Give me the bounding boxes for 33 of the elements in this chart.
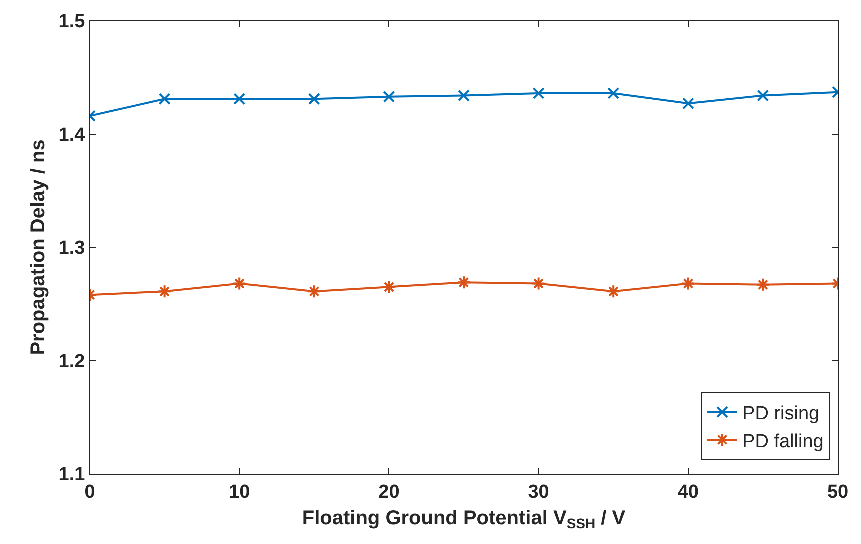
y-tick-label: 1.1 — [58, 464, 86, 486]
point — [532, 276, 546, 291]
y-tick-label: 1.3 — [58, 238, 86, 260]
x-tick-label: 50 — [827, 482, 849, 503]
x-tick-label: 10 — [229, 482, 250, 503]
y-tick-label: 1.2 — [58, 351, 86, 372]
x-tick-label: 20 — [378, 482, 400, 503]
point — [682, 98, 694, 110]
x-tick-label: 0 — [84, 482, 96, 503]
y-tick-label: 1.4 — [58, 124, 86, 146]
point — [234, 93, 246, 106]
point — [383, 90, 396, 103]
point — [158, 284, 172, 299]
point — [681, 276, 696, 291]
y-tick-label: 1.5 — [58, 12, 86, 33]
point — [757, 90, 770, 102]
legend-label: PD rising — [742, 404, 820, 425]
legend-label: PD falling — [742, 431, 824, 452]
point — [307, 284, 322, 299]
y-axis-title: Propagation Delay / ns — [27, 140, 50, 356]
x-tick-label: 30 — [528, 482, 550, 503]
x-tick-label: 40 — [678, 482, 699, 503]
point — [532, 87, 545, 100]
point — [608, 87, 620, 100]
point — [232, 276, 247, 291]
point — [606, 284, 621, 299]
point — [382, 280, 396, 294]
x-axis-title: Floating Ground Potential V$_{SSH}$ / V — [302, 507, 626, 532]
point — [457, 276, 471, 290]
point — [756, 278, 770, 292]
point — [308, 93, 320, 106]
point — [158, 93, 171, 106]
point — [458, 90, 470, 102]
